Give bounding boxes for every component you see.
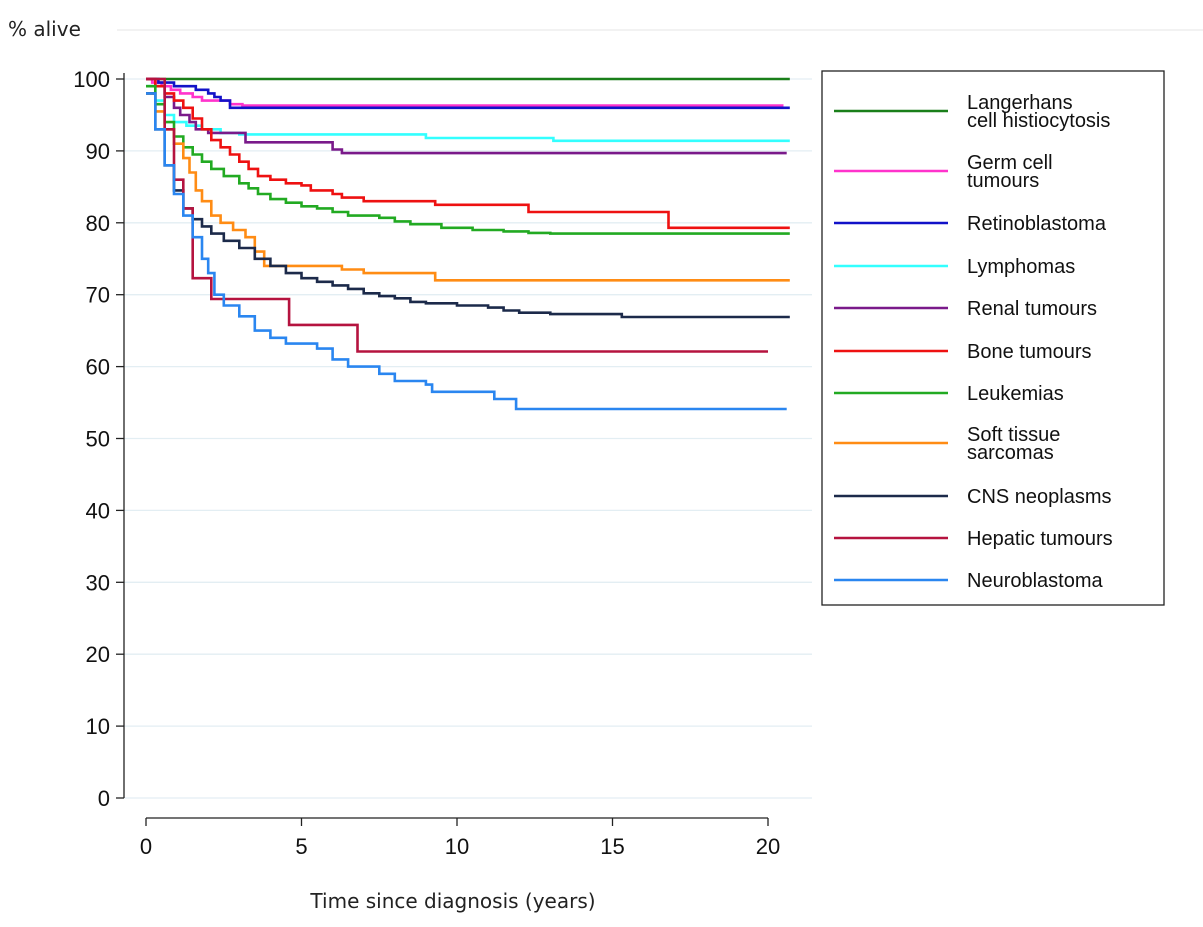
y-tick-label-10: 10 bbox=[86, 714, 110, 739]
series-line-leukemias bbox=[146, 84, 790, 235]
series-line-germ-cell-tumours bbox=[146, 77, 784, 107]
series-line-soft-tissue-sarcomas bbox=[146, 92, 790, 282]
y-axis-title: % alive bbox=[8, 17, 81, 41]
legend-label-bone-tumours: Bone tumours bbox=[967, 341, 1092, 363]
series-line-neuroblastoma bbox=[146, 92, 787, 411]
y-tick-label-0: 0 bbox=[98, 786, 110, 811]
legend-label-cns-neoplasms: CNS neoplasms bbox=[967, 486, 1112, 508]
series-line-hepatic-tumours bbox=[146, 77, 768, 353]
legend-label-germ-cell-tumours: Germ cell tumours bbox=[967, 152, 1053, 192]
y-tick-label-60: 60 bbox=[86, 355, 110, 380]
legend-label-neuroblastoma: Neuroblastoma bbox=[967, 570, 1104, 592]
x-tick-label-10: 10 bbox=[445, 834, 469, 859]
legend: Langerhans cell histiocytosis Germ cell tum… bbox=[821, 70, 1165, 606]
x-tick-label-0: 0 bbox=[140, 834, 152, 859]
y-tick-label-30: 30 bbox=[86, 570, 110, 595]
y-tick-label-20: 20 bbox=[86, 642, 110, 667]
y-tick-label-70: 70 bbox=[86, 283, 110, 308]
y-tick-label-80: 80 bbox=[86, 211, 110, 236]
legend-label-hepatic-tumours: Hepatic tumours bbox=[967, 528, 1113, 550]
legend-box bbox=[821, 70, 1165, 606]
legend-label-lymphomas: Lymphomas bbox=[967, 256, 1075, 278]
x-axis-title: Time since diagnosis (years) bbox=[309, 889, 595, 913]
series-line-bone-tumours bbox=[146, 77, 790, 230]
axis-layer: 0 10 20 30 40 50 60 70 80 90 100 0 5 10 15 20 bbox=[73, 67, 780, 859]
y-tick-label-40: 40 bbox=[86, 498, 110, 523]
x-tick-label-15: 15 bbox=[600, 834, 624, 859]
legend-label-retinoblastoma: Retinoblastoma bbox=[967, 213, 1107, 235]
legend-label-renal-tumours: Renal tumours bbox=[967, 298, 1097, 320]
series-layer bbox=[146, 77, 790, 411]
y-tick-label-90: 90 bbox=[86, 139, 110, 164]
legend-label-leukemias: Leukemias bbox=[967, 383, 1064, 405]
series-line-retinoblastoma bbox=[146, 77, 790, 110]
legend-label-langerhans-cell-histiocytosis: Langerhans cell histiocytosis bbox=[967, 92, 1110, 132]
x-tick-label-5: 5 bbox=[295, 834, 307, 859]
y-tick-label-100: 100 bbox=[73, 67, 110, 92]
y-tick-label-50: 50 bbox=[86, 427, 110, 452]
x-tick-label-20: 20 bbox=[756, 834, 780, 859]
grid-layer bbox=[124, 78, 812, 799]
legend-label-soft-tissue-sarcomas: Soft tissue sarcomas bbox=[967, 424, 1060, 464]
